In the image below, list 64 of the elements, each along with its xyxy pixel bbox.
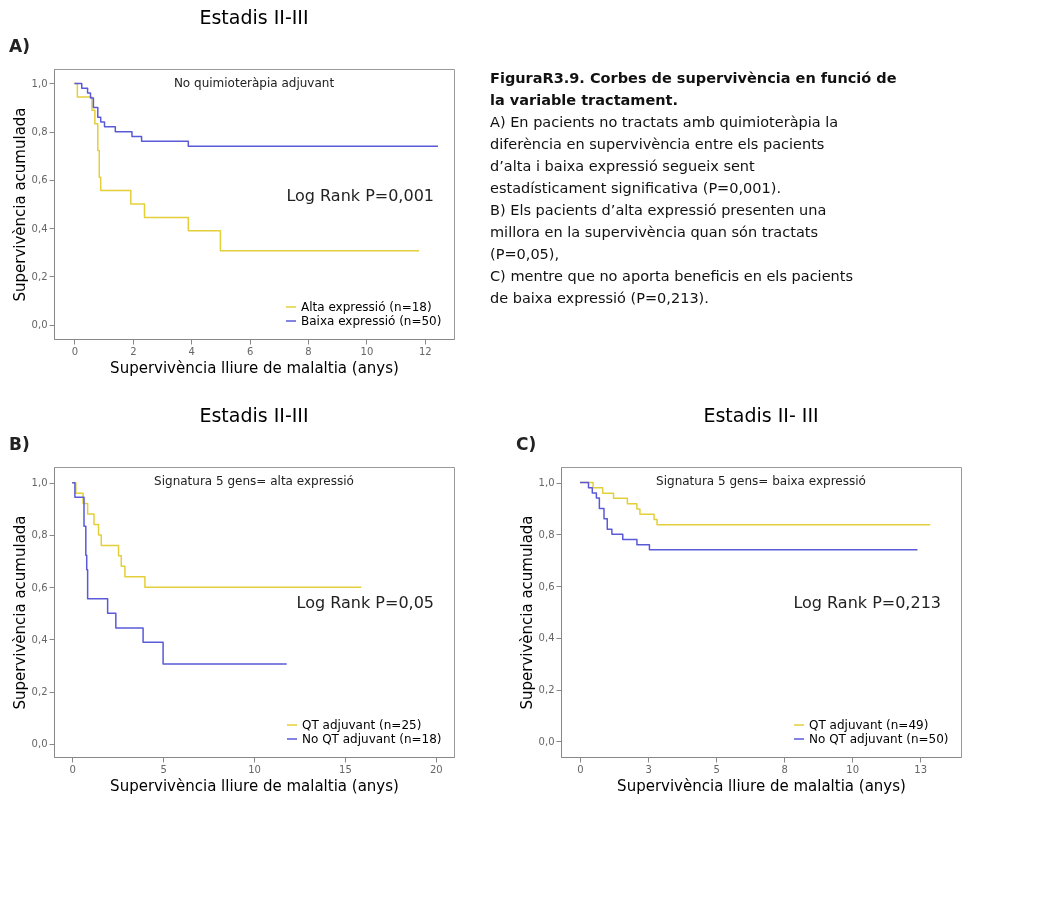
x-tick-label: 20 — [429, 763, 443, 775]
y-tick-label: 0,8 — [31, 126, 48, 138]
text: C) mentre que no aporta beneficis en els pacients de baixa expressió (P=0,213). — [490, 268, 853, 306]
text: A) — [9, 36, 30, 56]
x-tick-label: 4 — [188, 345, 195, 357]
x-tick-label: 3 — [645, 763, 652, 775]
x-tick-label: 15 — [339, 763, 352, 775]
y-tick-label: 1,0 — [31, 477, 48, 489]
y-axis-title: Supervivència acumulada — [517, 515, 536, 710]
annotation: No quimioteràpia adjuvant — [173, 76, 335, 90]
annotation: Signatura 5 gens= alta expressió — [154, 474, 354, 488]
annotation: Signatura 5 gens= baixa expressió — [656, 474, 866, 488]
x-tick-label: 0 — [69, 763, 76, 775]
y-tick-label: 0,6 — [31, 174, 48, 186]
y-axis-title: Supervivència acumulada — [10, 515, 29, 710]
x-tick-label: 0 — [577, 763, 584, 775]
chart-title: Estadis II-III — [199, 6, 309, 28]
x-tick-label: 5 — [713, 763, 720, 775]
y-tick-label: 0,0 — [31, 319, 48, 331]
y-tick-label: 0,4 — [31, 633, 48, 645]
legend-label: QT adjuvant (n=49) — [809, 718, 929, 732]
y-tick-label: 0,2 — [31, 686, 48, 698]
x-tick-label: 5 — [160, 763, 167, 775]
text: B) — [9, 434, 30, 454]
y-tick-label: 1,0 — [538, 477, 555, 489]
y-tick-label: 0,4 — [538, 632, 555, 644]
y-tick-label: 0,0 — [31, 738, 48, 750]
x-tick-label: 8 — [305, 345, 312, 357]
chart-title: Estadis II-III — [199, 404, 309, 426]
text: C) — [516, 434, 537, 454]
x-axis-title: Supervivència lliure de malaltia (anys) — [110, 358, 399, 377]
x-tick-label: 13 — [914, 763, 928, 775]
x-tick-label: 10 — [248, 763, 261, 775]
chart-title: Estadis II- III — [703, 404, 819, 426]
annotation: Log Rank P=0,05 — [296, 593, 434, 613]
legend-label: No QT adjuvant (n=50) — [809, 732, 949, 746]
x-tick-label: 12 — [418, 345, 432, 357]
y-tick-label: 0,4 — [31, 222, 48, 234]
y-tick-label: 0,8 — [31, 529, 48, 541]
x-tick-label: 6 — [246, 345, 254, 357]
y-tick-label: 1,0 — [31, 77, 48, 89]
y-tick-label: 0,0 — [538, 735, 555, 747]
x-tick-label: 10 — [360, 345, 374, 357]
annotation: Log Rank P=0,001 — [286, 185, 434, 205]
y-tick-label: 0,6 — [538, 580, 555, 592]
legend-label: Baixa expressió (n=50) — [301, 314, 442, 328]
y-tick-label: 0,2 — [31, 270, 48, 282]
y-tick-label: 0,2 — [538, 684, 555, 696]
legend-label: No QT adjuvant (n=18) — [302, 732, 442, 746]
x-axis-title: Supervivència lliure de malaltia (anys) — [110, 776, 399, 795]
x-tick-label: 2 — [130, 345, 137, 357]
annotation: Log Rank P=0,213 — [793, 593, 941, 613]
y-axis-title: Supervivència acumulada — [10, 107, 29, 302]
legend-label: Alta expressió (n=18) — [301, 300, 432, 314]
x-axis-title: Supervivència lliure de malaltia (anys) — [617, 776, 906, 795]
text: B) Els pacients d’alta expressió presenten una millora en la supervivència quan són tractats (P=0,05), — [490, 202, 827, 262]
text: FiguraR3.9. Corbes de supervivència en funció de la variable tractament. — [490, 70, 897, 108]
y-tick-label: 0,8 — [538, 528, 555, 540]
text: A) En pacients no tractats amb quimioteràpia la diferència en supervivència entre els pacients d’alta i baixa expressió segueix sent estadísticament significativa (P=0,001). — [490, 114, 839, 196]
legend-label: QT adjuvant (n=25) — [302, 718, 422, 732]
y-tick-label: 0,6 — [31, 581, 48, 593]
x-tick-label: 8 — [781, 763, 788, 775]
x-tick-label: 10 — [846, 763, 860, 775]
x-tick-label: 0 — [71, 345, 79, 357]
